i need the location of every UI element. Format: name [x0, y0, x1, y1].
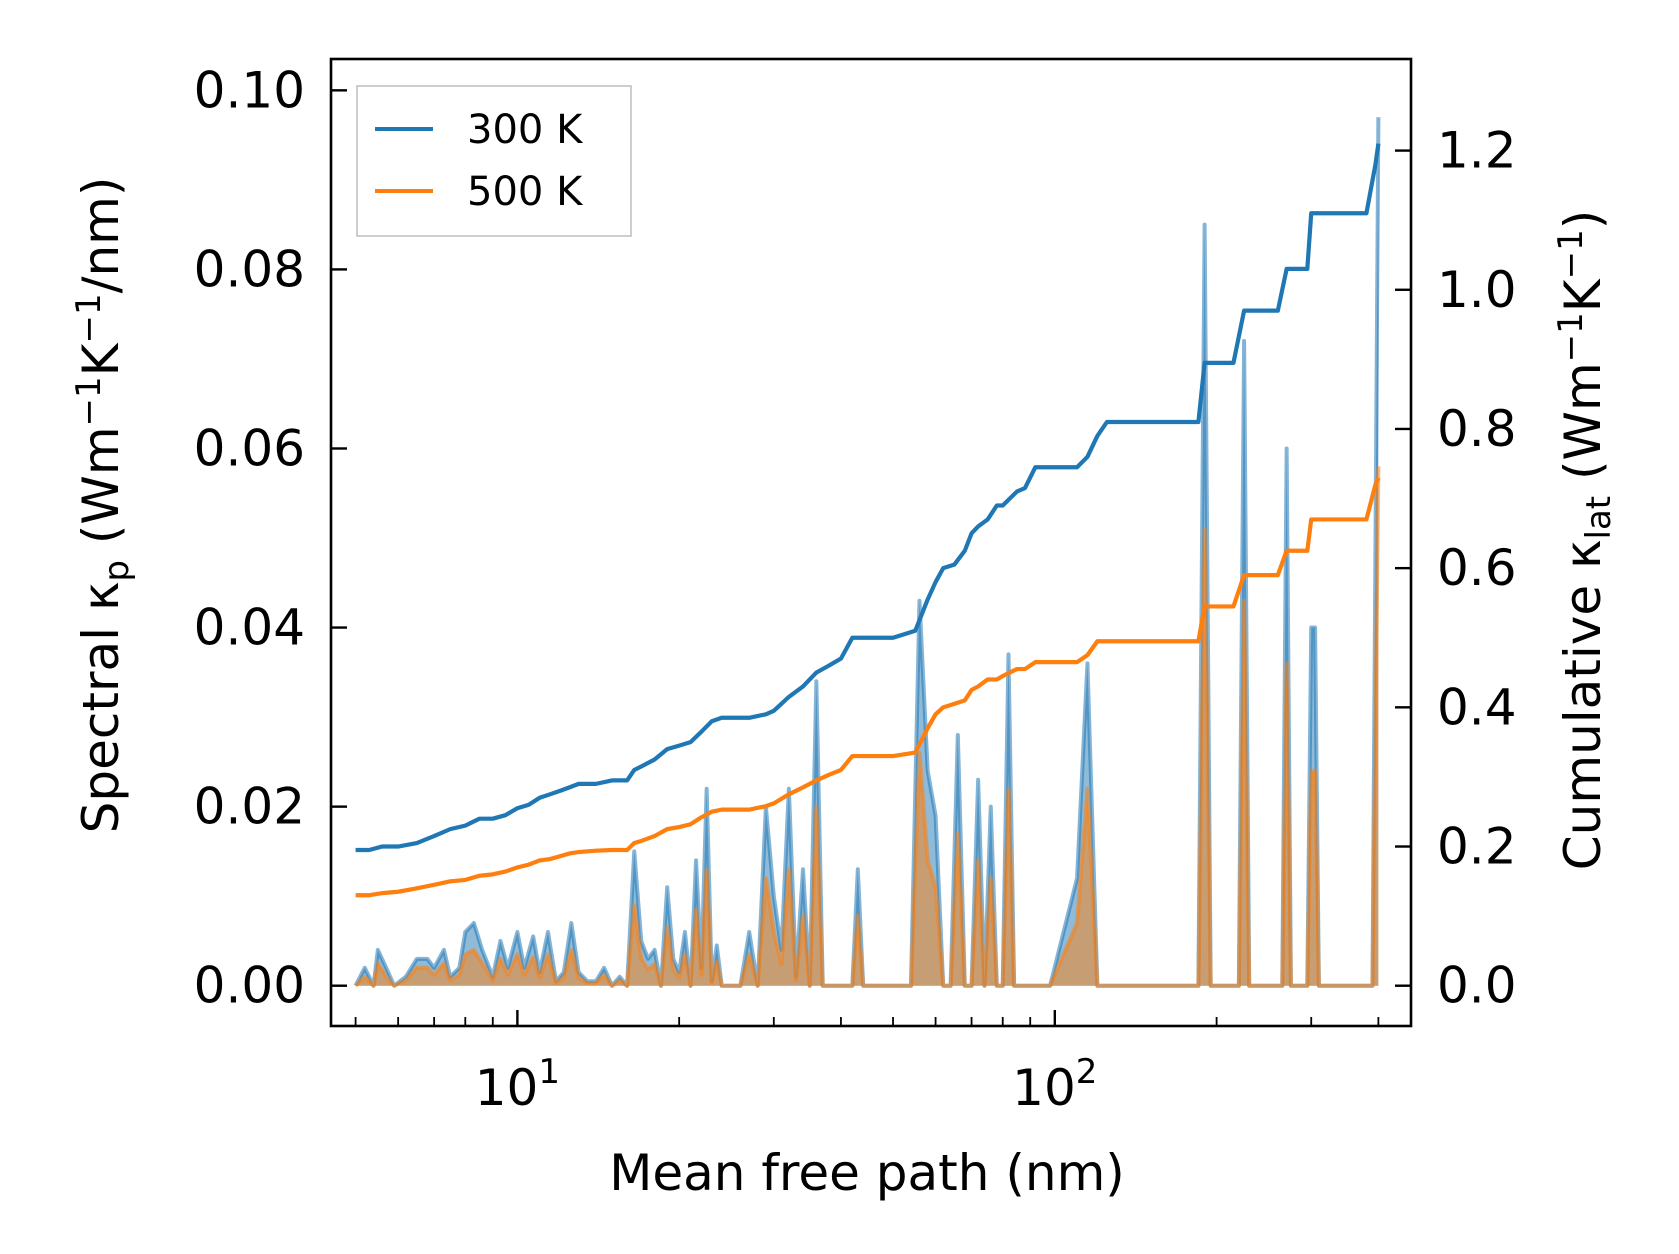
right-y-axis-label: Cumulative κlat (Wm−1K−1)	[1551, 210, 1619, 870]
right-label-sup1: −1	[1551, 312, 1591, 362]
right-label-mid: K	[1554, 278, 1612, 312]
right-tick-label: 1.2	[1437, 122, 1517, 180]
right-tick-label: 1.0	[1437, 261, 1517, 319]
right-label-units-open: (Wm	[1554, 362, 1612, 496]
spectral-line-500k	[354, 466, 1381, 988]
x-tick-label: 102	[1012, 1052, 1097, 1117]
left-y-axis-label: Spectral κp (Wm−1K−1/nm)	[69, 177, 137, 834]
x-tick-label: 101	[475, 1052, 560, 1117]
cumulative-line-300k	[355, 143, 1381, 853]
cumulative-line-500k	[355, 476, 1381, 898]
right-label-sup2: −1	[1551, 229, 1591, 279]
left-label-sup2: −1	[69, 293, 109, 343]
right-label-sub: lat	[1579, 496, 1619, 540]
left-tick-label: 0.10	[194, 61, 305, 119]
left-label-units-open: (Wm	[72, 426, 130, 560]
right-tick-label: 0.0	[1437, 957, 1517, 1015]
plot-layer	[353, 117, 1381, 988]
legend-label-500k: 500 K	[467, 169, 584, 215]
right-label-close: )	[1554, 210, 1612, 230]
right-tick-label: 0.6	[1437, 539, 1517, 597]
axes-frame	[329, 57, 1413, 1028]
left-tick-label: 0.04	[194, 599, 305, 657]
x-axis-label: Mean free path (nm)	[609, 1144, 1125, 1202]
legend-label-300k: 300 K	[467, 107, 584, 153]
left-label-mid: K	[72, 342, 130, 376]
left-tick-label: 0.08	[194, 240, 305, 298]
left-label-main: Spectral κ	[72, 582, 130, 834]
left-tick-label: 0.00	[194, 957, 305, 1015]
left-label-close: /nm)	[72, 177, 130, 294]
left-tick-label: 0.06	[194, 419, 305, 477]
left-tick-label: 0.02	[194, 778, 305, 836]
right-tick-label: 0.2	[1437, 818, 1517, 876]
left-label-sup1: −1	[69, 376, 109, 426]
right-label-main: Cumulative κ	[1554, 539, 1612, 870]
legend: 300 K 500 K	[356, 85, 632, 237]
right-tick-label: 0.4	[1437, 678, 1517, 736]
right-tick-label: 0.8	[1437, 400, 1517, 458]
ticks-layer: 0.00 0.02 0.04 0.06 0.08 0.10 0.0 0.2 0.4 0.6 0.8 1…	[194, 61, 1517, 1117]
left-label-sub: p	[97, 560, 137, 582]
legend-box	[356, 85, 632, 237]
